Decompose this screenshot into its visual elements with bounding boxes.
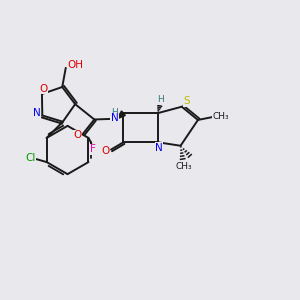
Text: O: O: [74, 130, 82, 140]
Text: CH₃: CH₃: [213, 112, 229, 121]
Text: CH₃: CH₃: [175, 162, 192, 171]
Text: N: N: [33, 108, 40, 118]
Text: O: O: [39, 84, 47, 94]
Text: H: H: [158, 95, 164, 104]
Text: Cl: Cl: [25, 153, 36, 163]
Text: N: N: [155, 142, 163, 152]
Text: S: S: [183, 96, 190, 106]
Text: O: O: [101, 146, 109, 156]
Polygon shape: [117, 111, 125, 119]
Text: H: H: [111, 108, 118, 117]
Text: N: N: [111, 113, 119, 123]
Text: F: F: [90, 144, 96, 154]
Text: OH: OH: [68, 60, 83, 70]
